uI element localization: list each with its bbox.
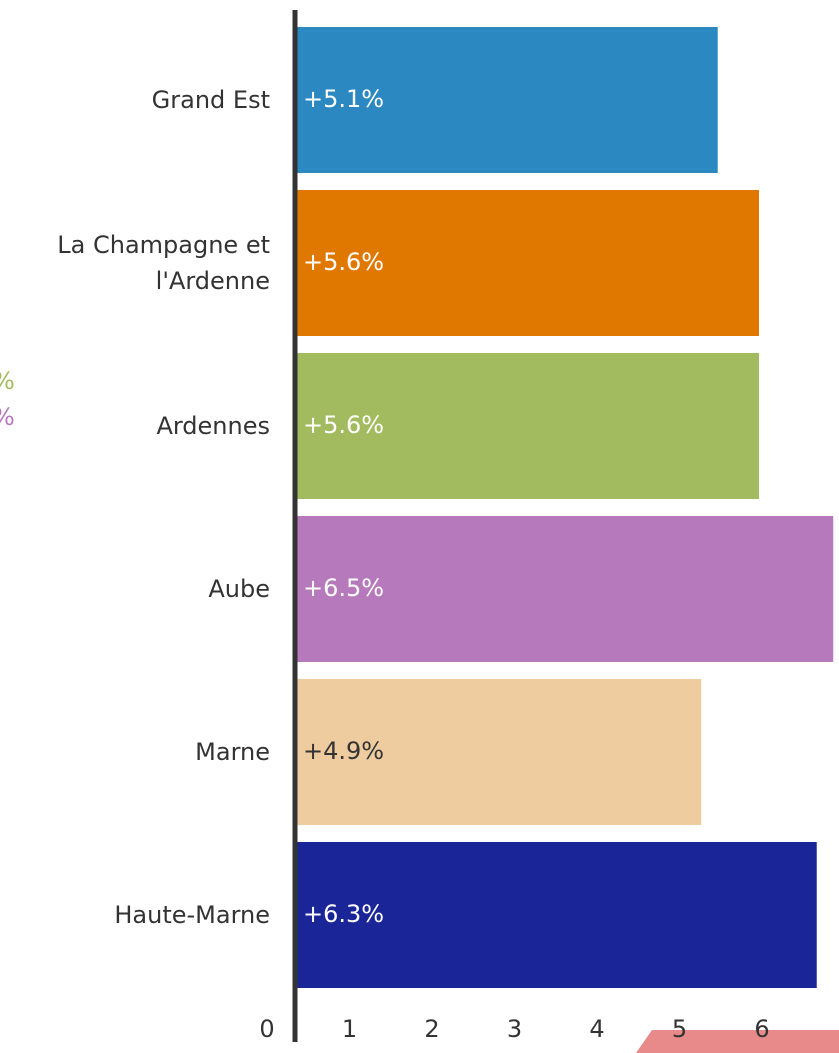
clipped-label: % (0, 403, 15, 431)
value-label: +6.3% (303, 900, 384, 928)
bar (297, 516, 834, 662)
value-label: +4.9% (303, 737, 384, 765)
x-tick-label: 2 (424, 1015, 439, 1043)
category-label: Grand Est (151, 86, 270, 114)
x-tick-label: 4 (589, 1015, 604, 1043)
value-label: +5.6% (303, 411, 384, 439)
bar (297, 842, 817, 988)
value-label: +6.5% (303, 574, 384, 602)
x-tick-label: 6 (754, 1015, 769, 1043)
bar (297, 190, 759, 336)
bar (297, 353, 759, 499)
x-tick-label: 3 (507, 1015, 522, 1043)
category-label: Aube (208, 575, 270, 603)
category-label: Ardennes (156, 412, 270, 440)
decoration (636, 1030, 839, 1053)
bar (297, 679, 702, 825)
value-label: +5.6% (303, 248, 384, 276)
category-label: Marne (195, 738, 270, 766)
clipped-label: % (0, 367, 15, 395)
x-tick-label: 5 (672, 1015, 687, 1043)
x-tick-label: 1 (342, 1015, 357, 1043)
category-label: La Champagne et l'Ardenne (57, 231, 270, 295)
x-tick-label: 0 (259, 1015, 274, 1043)
value-label: +5.1% (303, 85, 384, 113)
category-label: Haute-Marne (114, 901, 270, 929)
bar (297, 27, 718, 173)
